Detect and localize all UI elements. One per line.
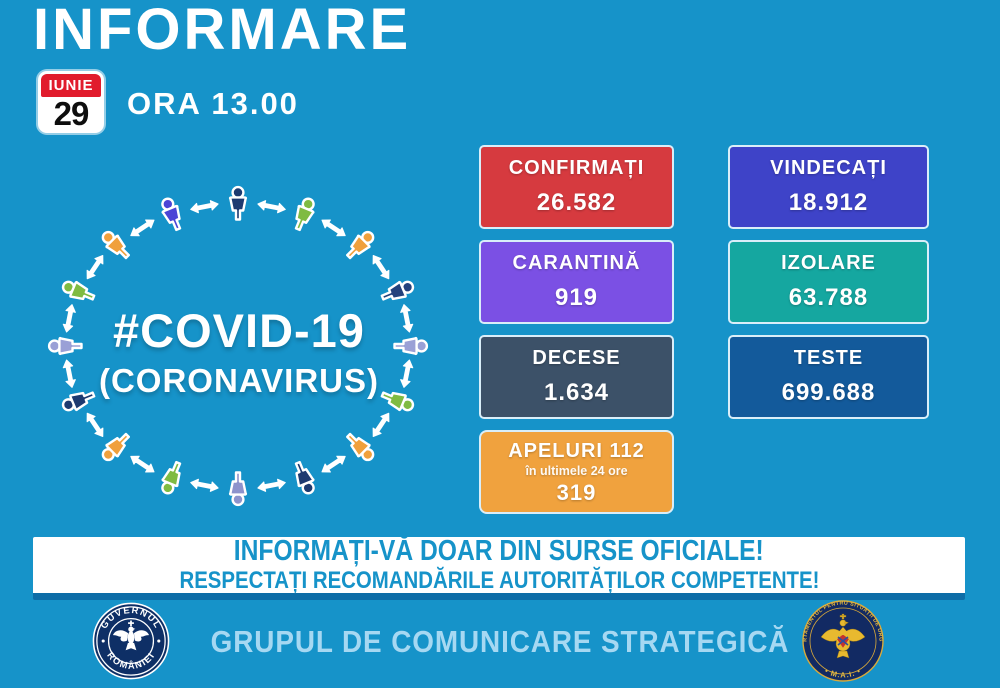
person-icon — [294, 197, 315, 232]
person-icon — [47, 336, 83, 356]
stat-value: 63.788 — [788, 284, 869, 312]
person-icon — [61, 391, 96, 412]
person-icon — [61, 280, 96, 301]
stat-label: TESTE — [793, 346, 864, 369]
stat-label: IZOLARE — [781, 251, 876, 274]
stat-decese: DECESE 1.634 — [479, 335, 674, 419]
stat-value: 319 — [556, 480, 597, 505]
person-icon — [346, 432, 375, 462]
stat-label: APELURI 112 — [508, 440, 645, 462]
banner-line-2: RESPECTAȚI RECOMANDĂRILE AUTORITĂȚILOR C… — [179, 567, 819, 594]
double-arrow-icon — [321, 219, 346, 237]
person-icon — [380, 391, 415, 412]
official-sources-banner: INFORMAȚI-VĂ DOAR DIN SURSE OFICIALE! RE… — [33, 535, 965, 600]
person-icon — [346, 230, 375, 260]
double-arrow-icon — [130, 219, 155, 237]
stat-carantina: CARANTINĂ 919 — [479, 240, 674, 324]
stat-value: 919 — [554, 284, 599, 312]
person-icon — [393, 336, 429, 356]
double-arrow-icon — [62, 304, 76, 333]
svg-text:• M.A.I. •: • M.A.I. • — [823, 666, 863, 679]
calendar-month: IUNIE — [41, 74, 101, 97]
person-icon — [228, 185, 248, 221]
footer-text: GRUPUL DE COMUNICARE STRATEGICĂ — [210, 624, 790, 659]
stat-teste: TESTE 699.688 — [728, 335, 929, 419]
double-arrow-icon — [190, 478, 219, 492]
double-arrow-icon — [257, 200, 286, 214]
stat-izolare: IZOLARE 63.788 — [728, 240, 929, 324]
stat-confirmati: CONFIRMAȚI 26.582 — [479, 145, 674, 229]
page-title: INFORMARE — [33, 0, 412, 62]
person-icon — [228, 471, 248, 507]
stat-value: 26.582 — [536, 189, 617, 217]
calendar-icon: IUNIE 29 — [38, 71, 104, 133]
double-arrow-icon — [372, 412, 390, 438]
person-icon — [101, 230, 130, 260]
stat-value: 699.688 — [781, 379, 876, 407]
banner-line-1: INFORMAȚI-VĂ DOAR DIN SURSE OFICIALE! — [234, 535, 764, 567]
person-icon — [161, 197, 182, 232]
seal-bottom-text: • M.A.I. • — [823, 666, 862, 679]
government-of-romania-seal-icon: GUVERNUL ROMÂNIEI — [92, 602, 170, 680]
calendar-day: 29 — [53, 95, 90, 132]
stat-vindecati: VINDECAȚI 18.912 — [728, 145, 929, 229]
double-arrow-icon — [86, 412, 104, 438]
stats-grid: CONFIRMAȚI 26.582 VINDECAȚI 18.912 CARAN… — [479, 145, 929, 514]
stat-sublabel: în ultimele 24 ore — [525, 464, 628, 478]
double-arrow-icon — [400, 359, 414, 388]
person-icon — [101, 432, 130, 462]
stat-label: DECESE — [532, 346, 621, 369]
double-arrow-icon — [257, 478, 286, 492]
double-arrow-icon — [86, 254, 104, 280]
double-arrow-icon — [372, 254, 390, 280]
double-arrow-icon — [130, 455, 155, 473]
double-arrow-icon — [321, 455, 346, 473]
eagle-emblem-icon — [112, 620, 150, 651]
stat-value: 18.912 — [788, 189, 869, 217]
report-time: ORA 13.00 — [127, 86, 299, 121]
stat-label: CARANTINĂ — [512, 251, 641, 274]
golden-eagle-emblem-icon — [820, 613, 866, 659]
emergency-situations-department-seal-icon: DEPARTAMENTUL PENTRU SITUAȚII DE URGENȚĂ… — [802, 600, 884, 682]
double-arrow-icon — [190, 200, 219, 214]
person-icon — [294, 460, 315, 495]
person-icon — [380, 280, 415, 301]
person-icon — [161, 460, 182, 495]
stat-value: 1.634 — [543, 379, 610, 407]
stat-label: CONFIRMAȚI — [508, 156, 645, 179]
stat-label: VINDECAȚI — [770, 156, 887, 179]
double-arrow-icon — [400, 304, 414, 333]
double-arrow-icon — [62, 359, 76, 388]
stat-apeluri-112: APELURI 112 în ultimele 24 ore 319 — [479, 430, 674, 514]
